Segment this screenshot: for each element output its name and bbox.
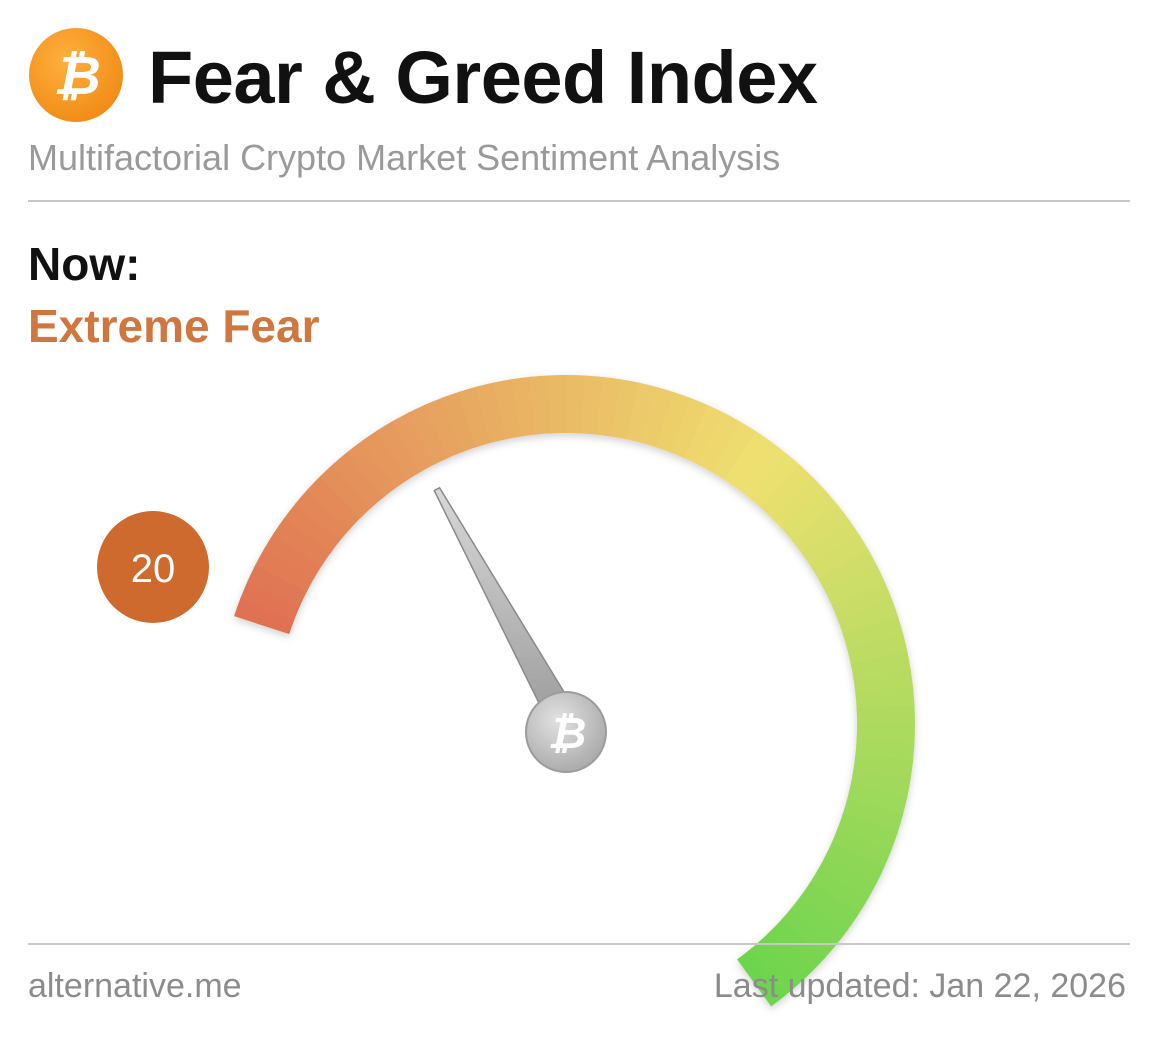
gauge-arc-segment: [724, 431, 774, 490]
gauge-arc-segment: [855, 687, 915, 711]
gauge-arc-segment: [547, 375, 569, 434]
gauge-arc-segment: [234, 596, 296, 635]
gauge-arc-segment: [808, 869, 869, 917]
needle-hub-circle: [525, 691, 607, 773]
gauge-arc-segment: [263, 531, 324, 579]
page-subtitle: Multifactorial Crypto Market Sentiment A…: [28, 137, 781, 178]
gauge-arc-segment: [240, 579, 301, 620]
gauge-arc-segment: [780, 907, 838, 960]
gauge-arc-segment: [846, 784, 908, 817]
gauge-arc-segment: [273, 516, 332, 566]
gauge-arc-segment: [856, 724, 915, 745]
now-label: Now:: [28, 238, 141, 290]
footer-divider: [28, 943, 1130, 945]
gauge-arc-segment: [792, 504, 850, 555]
gauge-arc-segment: [407, 404, 450, 465]
gauge-arc-segment: [856, 705, 916, 727]
gauge-arc-segment: [810, 533, 870, 581]
gauge-arc-segment: [749, 452, 802, 510]
gauge-arc-segment: [440, 391, 479, 453]
page-title: Fear & Greed Index: [148, 36, 818, 119]
gauge-arc-segment: [836, 813, 898, 852]
header-divider: [28, 200, 1130, 202]
gauge-arc-segment: [641, 386, 677, 448]
gauge-arc-segment: [294, 488, 352, 541]
last-updated: Last updated: Jan 22, 2026: [713, 967, 1126, 1005]
gauge-arc-segment: [760, 464, 815, 520]
gauge-arc-segment: [837, 598, 899, 637]
gauge-arc-segment: [596, 376, 624, 437]
gauge-arc-segment: [847, 633, 908, 666]
gauge-arc-segment: [816, 856, 877, 901]
gauge-arc-segment: [566, 375, 587, 434]
sentiment-classification: Extreme Fear: [28, 300, 320, 352]
gauge-arc-segment: [698, 413, 743, 474]
gauge-arc-segment: [684, 405, 727, 466]
gauge-arc-segment: [771, 477, 827, 531]
gauge-arc-segment: [424, 397, 464, 459]
needle-hub-bitcoin-icon: ₿: [548, 709, 587, 758]
gauge-arc-segment: [306, 475, 362, 530]
gauge-arc-segment: [824, 842, 885, 885]
value-badge-circle: [97, 511, 209, 623]
gauge-arc-segment: [529, 375, 553, 435]
gauge-arc-segment: [475, 382, 508, 443]
needle-hub: ₿: [525, 691, 607, 773]
gauge-arc-segment: [346, 440, 397, 498]
gauge-arc-segment: [842, 616, 904, 651]
gauge-arc-segment: [825, 565, 886, 608]
gauge-arc-segment: [319, 463, 373, 519]
gauge-arc-segment: [850, 769, 911, 799]
gauge-arc-segment: [737, 441, 788, 500]
gauge-arc-segment: [831, 828, 892, 869]
gauge-arc-segment: [283, 502, 342, 553]
gauge-arc-segment: [801, 518, 861, 568]
gauge-arc-segment: [831, 582, 893, 622]
gauge-arc-segment: [853, 669, 914, 696]
gauge-arc-segment: [790, 895, 849, 946]
svg-text:₿: ₿: [53, 46, 100, 106]
gauge-arc-segment: [853, 754, 914, 782]
gauge-arc-segment: [360, 429, 410, 489]
source-link[interactable]: alternative.me: [28, 967, 242, 1005]
gauge-arc-segment: [818, 549, 879, 594]
gauge-arc-segment: [670, 398, 711, 459]
value-badge: 20: [97, 511, 209, 623]
gauge-arc-segment: [391, 411, 436, 472]
gauge-arc-segment: [737, 950, 786, 1007]
gauge-arc-segment: [247, 563, 308, 606]
gauge-arc-segment: [375, 420, 423, 480]
gauge-arc-segment: [611, 379, 641, 440]
gauge-arc-segment: [511, 376, 538, 437]
gauge-arc-segment: [770, 918, 826, 973]
gauge-arc-segment: [800, 882, 859, 932]
gauge-arc-segment: [255, 547, 316, 592]
value-badge-text: 20: [131, 547, 176, 591]
gauge-arc-segment: [458, 386, 493, 448]
gauge-arc-segment: [332, 451, 385, 508]
gauge-arc-segment: [747, 940, 800, 997]
gauge-arc-segment: [782, 490, 839, 543]
gauge-arc: [234, 375, 916, 1007]
gauge-arc-segment: [842, 799, 904, 835]
gauge-arc-segment: [711, 421, 759, 482]
gauge-arc-segment: [626, 382, 659, 444]
gauge-arc-segment: [655, 392, 694, 454]
bitcoin-logo-icon: ₿: [29, 28, 123, 122]
